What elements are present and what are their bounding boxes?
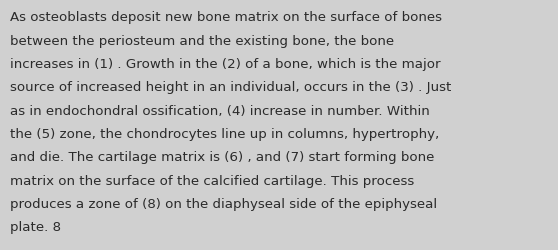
Text: between the periosteum and the existing bone, the bone: between the periosteum and the existing …	[10, 34, 394, 48]
Text: the (5) zone, the chondrocytes line up in columns, hypertrophy,: the (5) zone, the chondrocytes line up i…	[10, 128, 439, 140]
Text: source of increased height in an individual, occurs in the (3) . Just: source of increased height in an individ…	[10, 81, 451, 94]
Text: produces a zone of (8) on the diaphyseal side of the epiphyseal: produces a zone of (8) on the diaphyseal…	[10, 197, 437, 210]
Text: As osteoblasts deposit new bone matrix on the surface of bones: As osteoblasts deposit new bone matrix o…	[10, 11, 442, 24]
Text: and die. The cartilage matrix is (6) , and (7) start forming bone: and die. The cartilage matrix is (6) , a…	[10, 151, 435, 164]
Text: plate. 8: plate. 8	[10, 220, 61, 234]
Text: as in endochondral ossification, (4) increase in number. Within: as in endochondral ossification, (4) inc…	[10, 104, 430, 117]
Text: matrix on the surface of the calcified cartilage. This process: matrix on the surface of the calcified c…	[10, 174, 414, 187]
Text: increases in (1) . Growth in the (2) of a bone, which is the major: increases in (1) . Growth in the (2) of …	[10, 58, 441, 71]
